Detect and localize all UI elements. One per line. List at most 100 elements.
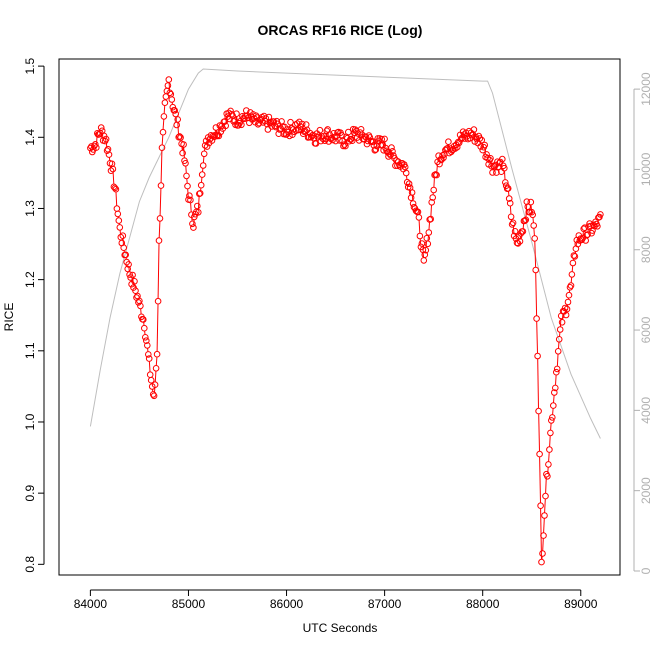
rice-segment xyxy=(549,435,551,447)
rice-point xyxy=(571,253,579,260)
x-tick-label: 86000 xyxy=(270,597,304,611)
chart-title: ORCAS RF16 RICE (Log) xyxy=(258,22,423,38)
rice-point xyxy=(445,138,452,145)
rice-point xyxy=(92,141,99,148)
rice-point xyxy=(506,199,514,207)
rice-point xyxy=(548,417,555,424)
rice-point xyxy=(477,143,485,150)
rice-point xyxy=(115,217,123,224)
rice-point xyxy=(438,156,445,164)
rice-segment xyxy=(160,150,163,183)
rice-segment xyxy=(190,202,192,212)
rice-point xyxy=(410,203,418,211)
rice-point xyxy=(169,103,177,111)
rice-point xyxy=(176,133,183,140)
rice-segment xyxy=(148,361,151,372)
rice-point xyxy=(348,135,355,143)
rice-point xyxy=(507,213,515,221)
rice-point xyxy=(502,179,509,186)
rice-point xyxy=(574,240,582,248)
rice-point xyxy=(378,135,386,143)
rice-point xyxy=(432,171,439,178)
rice-point xyxy=(389,148,396,155)
rice-segment xyxy=(115,192,118,206)
rice-point xyxy=(158,144,166,151)
x-tick-label: 88000 xyxy=(466,597,500,611)
rice-point xyxy=(165,76,173,83)
rice-segment xyxy=(155,357,158,366)
rice-segment xyxy=(428,222,430,230)
rice-segment xyxy=(161,135,164,145)
rice-point xyxy=(107,167,115,174)
rice-point xyxy=(316,126,324,134)
rice-point xyxy=(388,144,395,151)
rice-point xyxy=(584,231,591,238)
rice-segment xyxy=(185,166,187,173)
rice-segment xyxy=(156,304,159,352)
rice-point xyxy=(122,251,129,259)
rice-point xyxy=(197,181,205,189)
x-tick-label: 85000 xyxy=(172,597,206,611)
rice-point xyxy=(535,407,542,415)
rice-point xyxy=(120,244,127,251)
rice-point xyxy=(147,376,155,384)
rice-point xyxy=(536,450,543,458)
rice-segment xyxy=(96,136,98,145)
rice-point xyxy=(549,414,556,421)
y-tick-label: 1.5 xyxy=(23,57,37,74)
rice-point xyxy=(478,136,486,144)
rice-point xyxy=(155,237,163,244)
rice-point xyxy=(532,266,540,274)
rice-point xyxy=(511,228,519,235)
rice-point xyxy=(422,246,430,254)
rice-point xyxy=(533,315,540,322)
rice-point xyxy=(551,389,558,396)
rice-segment xyxy=(163,105,166,114)
y2-tick-label: 4000 xyxy=(639,397,650,424)
rice-segment xyxy=(539,457,541,503)
rice-point xyxy=(203,143,211,150)
rice-point xyxy=(408,189,416,196)
rice-point xyxy=(489,169,496,176)
rice-point xyxy=(538,558,545,566)
rice-point xyxy=(553,365,561,373)
rice-point xyxy=(149,391,157,398)
rice-point xyxy=(534,352,541,360)
rice-point xyxy=(144,342,151,349)
rice-point xyxy=(553,368,560,376)
rice-segment xyxy=(542,538,544,551)
rice-point xyxy=(291,128,298,136)
rice-point xyxy=(212,124,220,131)
rice-point xyxy=(156,215,164,222)
rice-point xyxy=(519,228,527,235)
rice-point xyxy=(402,169,410,177)
rice-segment xyxy=(553,395,555,403)
rice-point xyxy=(174,116,181,123)
rice-segment xyxy=(556,354,559,366)
rice-point xyxy=(187,196,194,204)
rice-segment xyxy=(545,477,547,494)
rice-segment xyxy=(168,82,171,90)
rice-point xyxy=(542,492,549,500)
rice-point xyxy=(189,220,196,228)
rice-point xyxy=(230,118,237,125)
rice-point xyxy=(540,532,547,539)
rice-segment xyxy=(536,321,538,354)
rice-point xyxy=(415,214,423,221)
rice-point xyxy=(150,392,158,400)
rice-segment xyxy=(122,238,124,245)
rice-point xyxy=(429,194,437,201)
rice-point xyxy=(238,121,245,129)
rice-point xyxy=(140,316,147,323)
rice-point xyxy=(491,163,498,170)
rice-point xyxy=(298,120,306,128)
y2-tick-label: 10000 xyxy=(639,152,650,186)
rice-point xyxy=(545,461,552,468)
rice-point xyxy=(556,326,564,333)
rice-point xyxy=(552,384,559,392)
rice-segment xyxy=(112,171,115,184)
rice-point xyxy=(555,336,563,343)
rice-point xyxy=(508,221,516,228)
rice-segment xyxy=(177,122,179,135)
rice-segment xyxy=(183,147,185,158)
